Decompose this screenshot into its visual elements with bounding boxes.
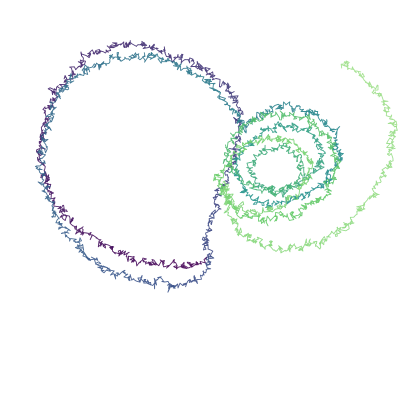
trajectory-segment	[286, 158, 325, 190]
trajectory-segment	[323, 149, 342, 195]
trajectory-segment	[269, 238, 322, 254]
trajectory-segment	[34, 126, 52, 177]
trajectory-segment	[39, 89, 59, 141]
trajectory-segment	[146, 51, 193, 75]
trajectory-segment	[128, 40, 181, 63]
trajectory-segment	[252, 110, 308, 122]
trajectory-segment	[289, 122, 326, 161]
trajectory-segment	[223, 188, 264, 217]
trajectory-segment	[219, 80, 244, 124]
trajectory-segment	[249, 121, 294, 147]
trajectory-segment	[234, 220, 273, 250]
trajectory-segment	[37, 174, 60, 224]
trajectory-segment	[43, 179, 74, 223]
trajectory-segment	[80, 41, 131, 59]
trajectory-segment	[170, 255, 215, 289]
trajectory-segment	[47, 51, 86, 96]
trajectory-segment	[178, 53, 221, 88]
trajectory-segment	[229, 105, 263, 134]
trajectory-segment	[250, 134, 302, 151]
trajectory-segment	[239, 186, 283, 209]
trajectory-segment	[222, 152, 257, 188]
trajectory-segment	[201, 209, 216, 259]
trajectory-segment	[370, 84, 398, 128]
trajectory-segment	[280, 142, 306, 182]
random-walk-trajectory	[34, 40, 398, 293]
trajectory-segment	[318, 210, 362, 246]
trajectory-segment	[249, 180, 299, 198]
trajectory-segment	[60, 61, 105, 91]
trajectory-segment	[261, 183, 303, 213]
trajectory-segment	[44, 84, 69, 131]
trajectory-segment	[259, 101, 313, 120]
trajectory-segment	[109, 246, 158, 267]
trajectory-segment	[340, 60, 373, 89]
trajectory-segment	[282, 191, 332, 221]
trajectory-segment	[380, 125, 398, 175]
trajectory-segment	[57, 221, 91, 260]
trajectory-segment	[220, 180, 239, 225]
trajectory-segment	[304, 108, 341, 151]
trajectory-segment	[356, 172, 387, 212]
trajectory-segment	[224, 116, 257, 157]
trajectory-segment	[305, 113, 336, 153]
trajectory-segment	[69, 219, 115, 250]
trajectory-segment	[127, 274, 177, 293]
trajectory-segment	[295, 147, 314, 187]
trajectory-segment	[100, 52, 153, 67]
trajectory-segment	[281, 177, 328, 205]
trajectory-segment	[239, 210, 286, 227]
trajectory-segment	[246, 143, 284, 175]
trajectory-segment	[187, 71, 231, 107]
trajectory-segment	[85, 256, 131, 282]
trajectory-segment	[248, 172, 292, 198]
trajectory-segment	[153, 256, 208, 270]
trajectory-segment	[215, 139, 252, 179]
trajectory-segment	[36, 134, 50, 184]
